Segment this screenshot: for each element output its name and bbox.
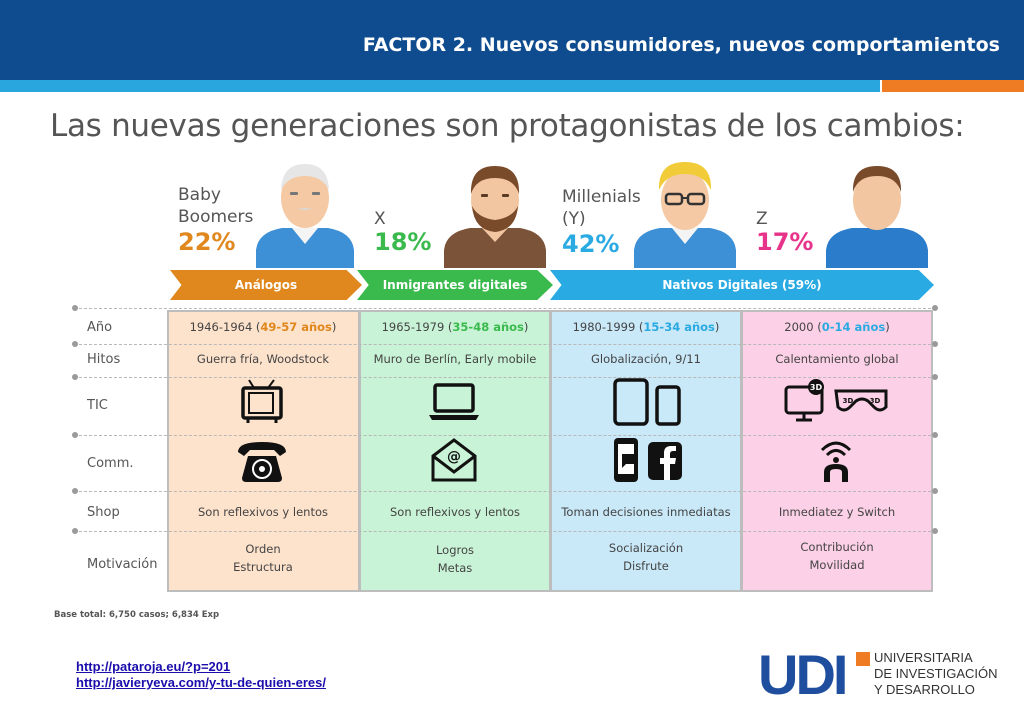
row-dot bbox=[932, 528, 938, 534]
row-label-tic: TIC bbox=[87, 398, 108, 413]
gen-name-z: Z bbox=[756, 209, 768, 229]
header-bar bbox=[0, 0, 1024, 80]
svg-text:3D: 3D bbox=[810, 383, 823, 392]
udi-logo: UDI UNIVERSITARIA DE INVESTIGACIÓN Y DES… bbox=[758, 643, 1016, 706]
row-label-hitos: Hitos bbox=[87, 352, 121, 367]
hitos-cell: Calentamiento global bbox=[775, 352, 899, 366]
row-label-motivacion: Motivación bbox=[87, 557, 158, 572]
row-divider bbox=[74, 435, 936, 436]
udi-logo-letters: UDI bbox=[758, 643, 848, 706]
udi-logo-text: UNIVERSITARIA DE INVESTIGACIÓN Y DESARRO… bbox=[874, 650, 998, 697]
sms-facebook-icon bbox=[614, 438, 682, 482]
accent-stripe-blue bbox=[0, 80, 880, 92]
gen-name-millenials: Millenials (Y) bbox=[562, 187, 641, 229]
arrow-nativos-digitales: Nativos Digitales (59%) bbox=[550, 270, 934, 300]
row-dot bbox=[932, 341, 938, 347]
gen-pct-baby-boomers: 22% bbox=[178, 228, 236, 256]
arrow-analogos: Análogos bbox=[170, 270, 362, 300]
row-dot bbox=[72, 432, 78, 438]
row-dot bbox=[932, 374, 938, 380]
gen-pct-millenials: 42% bbox=[562, 230, 620, 258]
row-dot bbox=[72, 305, 78, 311]
tablet-phone-icon bbox=[613, 378, 681, 426]
row-divider bbox=[74, 344, 936, 345]
gen-x-person-icon bbox=[444, 166, 546, 268]
email-icon: @ bbox=[431, 438, 477, 482]
row-divider bbox=[74, 308, 936, 309]
row-divider bbox=[74, 377, 936, 378]
svg-text:3D: 3D bbox=[843, 397, 854, 405]
year-cell: 2000 (0-14 años) bbox=[784, 320, 890, 334]
generations-infographic: Las nuevas generaciones son protagonista… bbox=[44, 100, 965, 630]
motivacion-cell: Orden Estructura bbox=[233, 542, 293, 574]
laptop-icon bbox=[429, 383, 479, 420]
gen-name-baby-boomers: Baby Boomers bbox=[178, 185, 254, 227]
row-dot bbox=[72, 528, 78, 534]
gen-name-x: X bbox=[374, 209, 386, 229]
base-note: Base total: 6,750 casos; 6,834 Exp bbox=[54, 610, 220, 620]
row-label-shop: Shop bbox=[87, 505, 120, 520]
svg-text:@: @ bbox=[447, 449, 461, 465]
slide-title: FACTOR 2. Nuevos consumidores, nuevos co… bbox=[362, 34, 1000, 56]
shop-cell: Son reflexivos y lentos bbox=[390, 505, 520, 519]
hitos-cell: Globalización, 9/11 bbox=[591, 352, 701, 366]
row-dot bbox=[932, 305, 938, 311]
baby-boomer-person-icon bbox=[256, 164, 354, 268]
source-link-pataroja[interactable]: http://pataroja.eu/?p=201 bbox=[76, 659, 231, 674]
shop-cell: Toman decisiones inmediatas bbox=[561, 505, 731, 519]
row-dot bbox=[932, 488, 938, 494]
accent-stripe-orange bbox=[882, 80, 1024, 92]
millenial-person-icon bbox=[634, 162, 736, 268]
row-divider bbox=[74, 491, 936, 492]
infographic-heading: Las nuevas generaciones son protagonista… bbox=[50, 108, 965, 144]
row-divider bbox=[74, 531, 936, 532]
gen-pct-x: 18% bbox=[374, 228, 432, 256]
tv-icon bbox=[241, 379, 283, 423]
motivacion-cell: Logros Metas bbox=[435, 543, 475, 575]
gen-pct-z: 17% bbox=[756, 228, 814, 256]
row-label-ano: Año bbox=[87, 320, 113, 335]
row-dot bbox=[72, 374, 78, 380]
udi-logo-square bbox=[856, 652, 870, 666]
column-baby-boomers bbox=[167, 310, 360, 592]
svg-text:3D: 3D bbox=[870, 397, 881, 405]
motivacion-cell: Contribución Movilidad bbox=[800, 540, 874, 572]
motivacion-cell: Socialización Disfrute bbox=[608, 541, 684, 573]
year-cell: 1946-1964 (49-57 años) bbox=[189, 320, 337, 334]
year-cell: 1980-1999 (15-34 años) bbox=[572, 320, 720, 334]
row-label-comm: Comm. bbox=[87, 456, 134, 471]
row-dot bbox=[72, 341, 78, 347]
year-cell: 1965-1979 (35-48 años) bbox=[381, 320, 529, 334]
rotary-phone-icon bbox=[238, 442, 286, 482]
hitos-cell: Muro de Berlín, Early mobile bbox=[373, 352, 537, 366]
wifi-person-icon bbox=[820, 441, 852, 482]
gen-z-person-icon bbox=[826, 166, 928, 268]
shop-cell: Inmediatez y Switch bbox=[778, 505, 896, 519]
source-link-javieryeva[interactable]: http://javieryeva.com/y-tu-de-quien-eres… bbox=[76, 675, 326, 690]
row-dot bbox=[72, 488, 78, 494]
column-millenials bbox=[550, 310, 742, 592]
row-dot bbox=[932, 432, 938, 438]
column-gen-x bbox=[359, 310, 551, 592]
3d-tv-glasses-icon: 3D 3D 3D bbox=[784, 379, 888, 422]
arrow-inmigrantes-digitales: Inmigrantes digitales bbox=[357, 270, 553, 300]
shop-cell: Son reflexivos y lentos bbox=[198, 505, 328, 519]
hitos-cell: Guerra fría, Woodstock bbox=[196, 352, 330, 366]
